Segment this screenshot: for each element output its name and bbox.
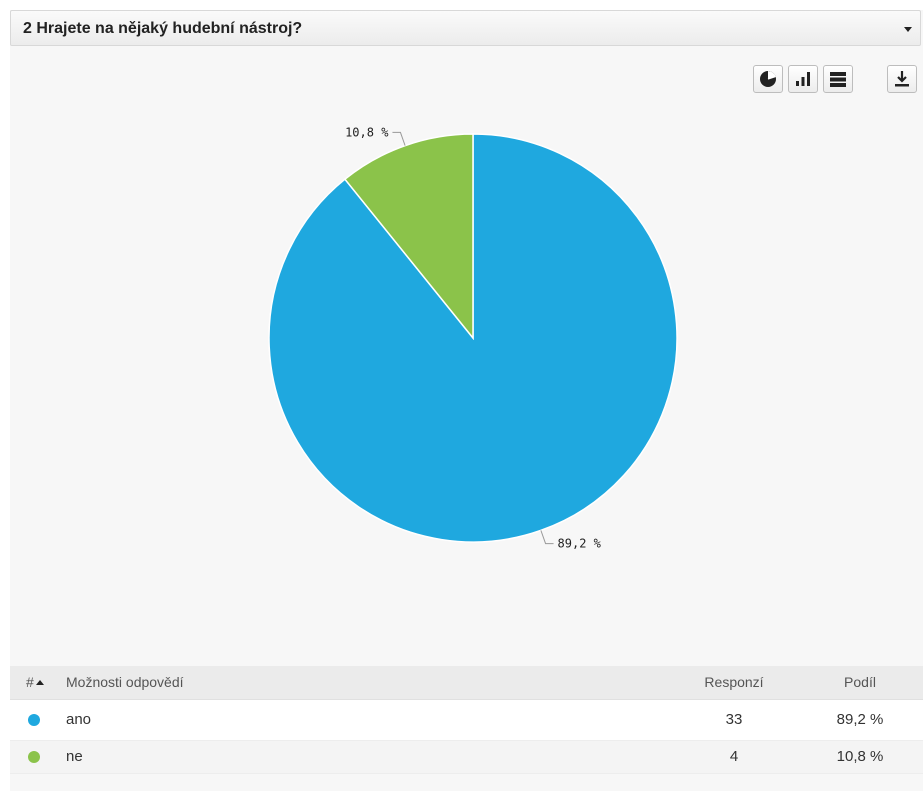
row-share: 10,8 % xyxy=(836,748,884,765)
leader-line xyxy=(540,530,554,545)
table-view-icon xyxy=(830,72,846,87)
pie-view-button[interactable] xyxy=(753,65,783,93)
bar-view-button[interactable] xyxy=(788,65,818,93)
pie-chart: 89,2 % 10,8 % xyxy=(268,125,678,551)
table-row: ne 4 10,8 % xyxy=(10,741,923,774)
column-header-responses[interactable]: Responzí xyxy=(704,674,764,690)
results-table: # Možnosti odpovědí Responzí Podíl ano 3… xyxy=(10,666,923,774)
download-button[interactable] xyxy=(887,65,917,93)
leader-line xyxy=(392,131,406,146)
question-header[interactable]: 2 Hrajete na nějaký hudební nástroj? xyxy=(10,10,921,46)
table-row: ano 33 89,2 % xyxy=(10,700,923,741)
table-view-button[interactable] xyxy=(823,65,853,93)
question-title: 2 Hrajete na nějaký hudební nástroj? xyxy=(23,20,303,37)
question-panel: 2 Hrajete na nějaký hudební nástroj? 89,… xyxy=(10,10,923,791)
column-header-hash[interactable]: # xyxy=(26,666,44,699)
row-label: ne xyxy=(66,748,83,765)
row-responses: 33 xyxy=(725,711,743,728)
bar-chart-icon xyxy=(796,72,810,86)
row-label: ano xyxy=(66,711,92,728)
row-share: 89,2 % xyxy=(836,711,884,728)
table-header: # Možnosti odpovědí Responzí Podíl xyxy=(10,666,923,700)
slice-percent-label: 89,2 % xyxy=(558,537,602,551)
download-icon xyxy=(895,71,909,87)
column-header-share[interactable]: Podíl xyxy=(844,674,876,690)
sort-arrow-icon xyxy=(35,680,44,685)
legend-dot-icon xyxy=(28,751,40,763)
legend-dot-icon xyxy=(28,714,40,726)
chevron-down-icon[interactable] xyxy=(904,27,912,32)
pie-slice-ne[interactable] xyxy=(343,133,474,341)
slice-percent-label: 10,8 % xyxy=(345,125,389,139)
pie-chart-icon xyxy=(760,71,776,87)
row-responses: 4 xyxy=(729,748,739,765)
column-header-option[interactable]: Možnosti odpovědí xyxy=(66,674,184,690)
